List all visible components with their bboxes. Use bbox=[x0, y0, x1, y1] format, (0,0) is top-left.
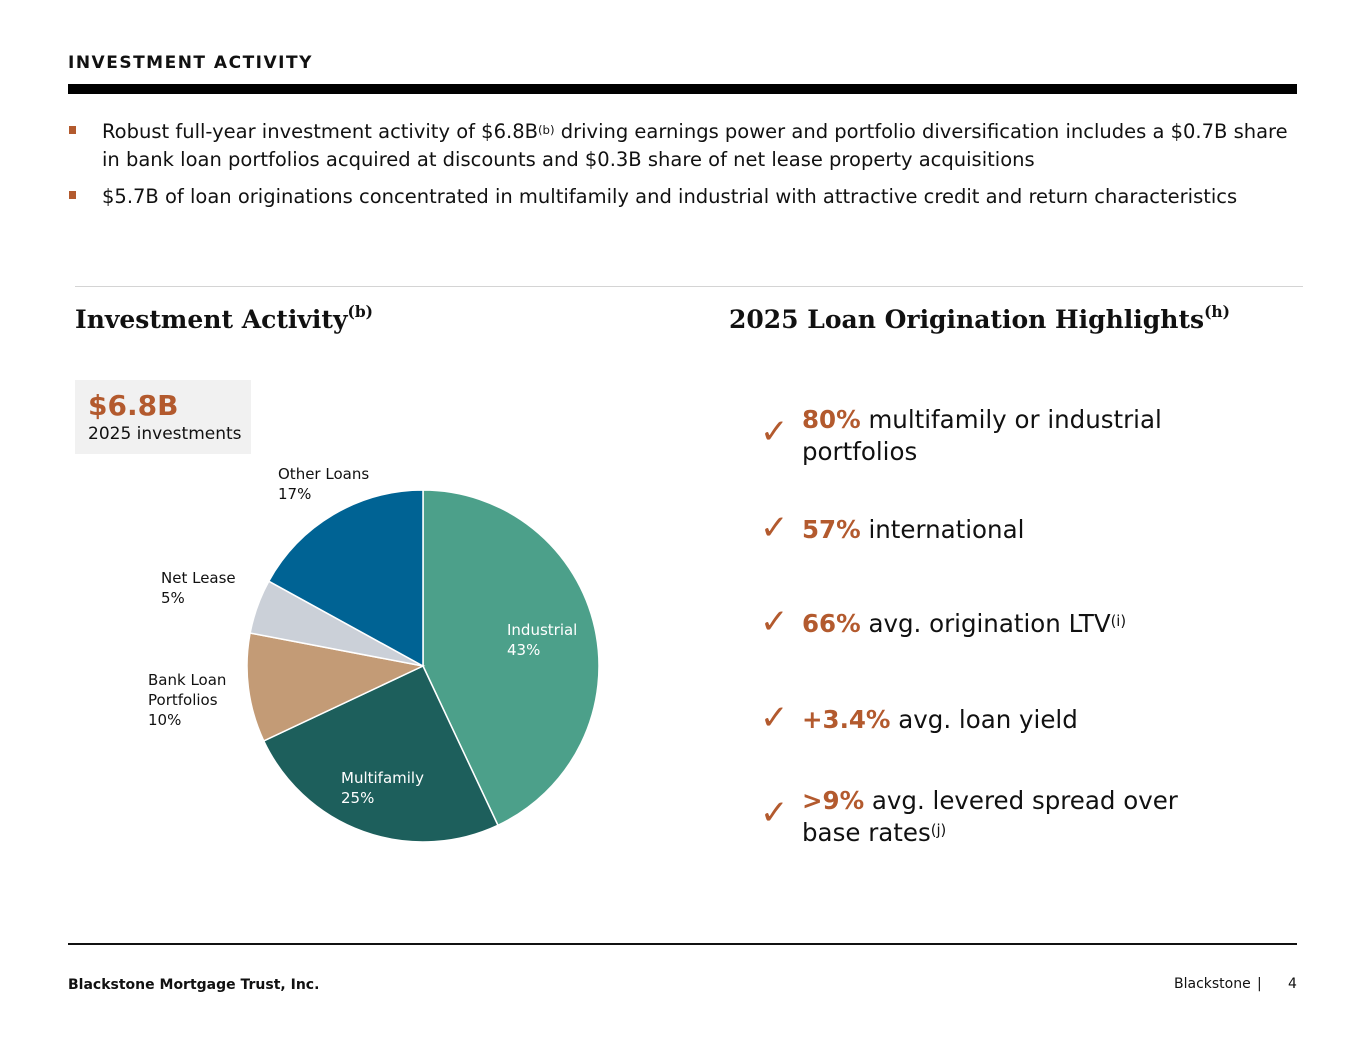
slice-value: 10% bbox=[148, 711, 182, 729]
slice-value: 17% bbox=[278, 485, 312, 503]
kpi-card: $6.8B 2025 investments bbox=[75, 380, 251, 454]
checkmark-icon: ✓ bbox=[760, 698, 789, 738]
investment-activity-title: Investment Activity(b) bbox=[75, 302, 373, 334]
section-divider bbox=[75, 286, 1303, 287]
slice-label: Other Loans bbox=[278, 465, 370, 483]
square-bullet-icon bbox=[69, 191, 76, 199]
highlight-text: 66% avg. origination LTV(i) bbox=[802, 608, 1272, 640]
footnote-ref: (h) bbox=[1204, 302, 1230, 321]
checkmark-icon: ✓ bbox=[760, 508, 789, 548]
slice-label: Bank Loan Portfolios bbox=[148, 671, 227, 709]
slice-label: Industrial bbox=[507, 621, 578, 639]
highlight-text: 57% international bbox=[802, 514, 1272, 546]
pie-slice-multifamily bbox=[262, 665, 499, 843]
footnote-ref: (i) bbox=[1110, 613, 1127, 630]
footnote-ref: (b) bbox=[347, 302, 373, 321]
panel-title-text: 2025 Loan Origination Highlights bbox=[729, 305, 1205, 334]
footnote-ref: (b) bbox=[537, 123, 555, 137]
square-bullet-icon bbox=[69, 126, 76, 134]
kpi-label: 2025 investments bbox=[88, 424, 242, 444]
checkmark-icon: ✓ bbox=[760, 793, 789, 833]
footer-company-name: Blackstone Mortgage Trust, Inc. bbox=[68, 977, 320, 993]
kpi-value: $6.8B bbox=[88, 389, 179, 422]
highlight-metric: +3.4% bbox=[802, 705, 891, 734]
highlight-text: >9% avg. levered spread over base rates(… bbox=[802, 785, 1232, 849]
footnote-ref: (j) bbox=[930, 822, 947, 839]
footer-brand: Blackstone bbox=[1174, 976, 1251, 992]
checkmark-icon: ✓ bbox=[760, 412, 789, 452]
highlight-text: +3.4% avg. loan yield bbox=[802, 704, 1272, 736]
pie-label-multifamily: Multifamily 25% bbox=[341, 768, 424, 808]
title-divider-bar bbox=[68, 84, 1297, 94]
slice-label: Net Lease bbox=[161, 569, 236, 587]
summary-bullets: Robust full-year investment activity of … bbox=[68, 118, 1308, 220]
pie-slice-bank-loan-portfolios bbox=[246, 632, 426, 742]
bullet-text: $5.7B of loan originations concentrated … bbox=[102, 185, 1238, 208]
pie-label-industrial: Industrial 43% bbox=[507, 620, 577, 660]
highlight-description: avg. loan yield bbox=[890, 705, 1078, 734]
footer-divider bbox=[68, 943, 1297, 945]
bullet-item: $5.7B of loan originations concentrated … bbox=[68, 183, 1308, 211]
pie-slice-other-loans bbox=[267, 489, 424, 668]
highlight-metric: 66% bbox=[802, 609, 861, 638]
highlight-description: multifamily or industrial portfolios bbox=[802, 405, 1162, 466]
panel-title-text: Investment Activity bbox=[75, 305, 348, 334]
bullet-text: Robust full-year investment activity of … bbox=[102, 120, 538, 143]
footer-separator: | bbox=[1257, 976, 1262, 992]
slice-label: Multifamily bbox=[341, 769, 424, 787]
highlight-text: 80% multifamily or industrial portfolios bbox=[802, 404, 1272, 468]
loan-origination-highlights-title: 2025 Loan Origination Highlights(h) bbox=[729, 302, 1230, 334]
pie-label-other-loans: Other Loans 17% bbox=[278, 464, 369, 504]
highlight-description: international bbox=[860, 515, 1025, 544]
highlight-metric: 57% bbox=[802, 515, 861, 544]
highlight-metric: 80% bbox=[802, 405, 861, 434]
bullet-text-cont: driving earnings power and portfolio div… bbox=[102, 120, 1288, 171]
pie-slice-industrial bbox=[422, 489, 600, 827]
slice-value: 43% bbox=[507, 641, 541, 659]
highlight-description: avg. origination LTV bbox=[860, 609, 1111, 638]
slice-value: 25% bbox=[341, 789, 375, 807]
pie-label-net-lease: Net Lease 5% bbox=[161, 568, 236, 608]
highlight-description: avg. levered spread over base rates bbox=[802, 786, 1178, 847]
page-number: 4 bbox=[1288, 976, 1297, 992]
bullet-item: Robust full-year investment activity of … bbox=[68, 118, 1308, 174]
pie-label-bank-loan-portfolios: Bank Loan Portfolios 10% bbox=[148, 670, 238, 730]
section-title: INVESTMENT ACTIVITY bbox=[68, 53, 313, 73]
checkmark-icon: ✓ bbox=[760, 602, 789, 642]
slice-value: 5% bbox=[161, 589, 185, 607]
highlight-metric: >9% bbox=[802, 786, 865, 815]
